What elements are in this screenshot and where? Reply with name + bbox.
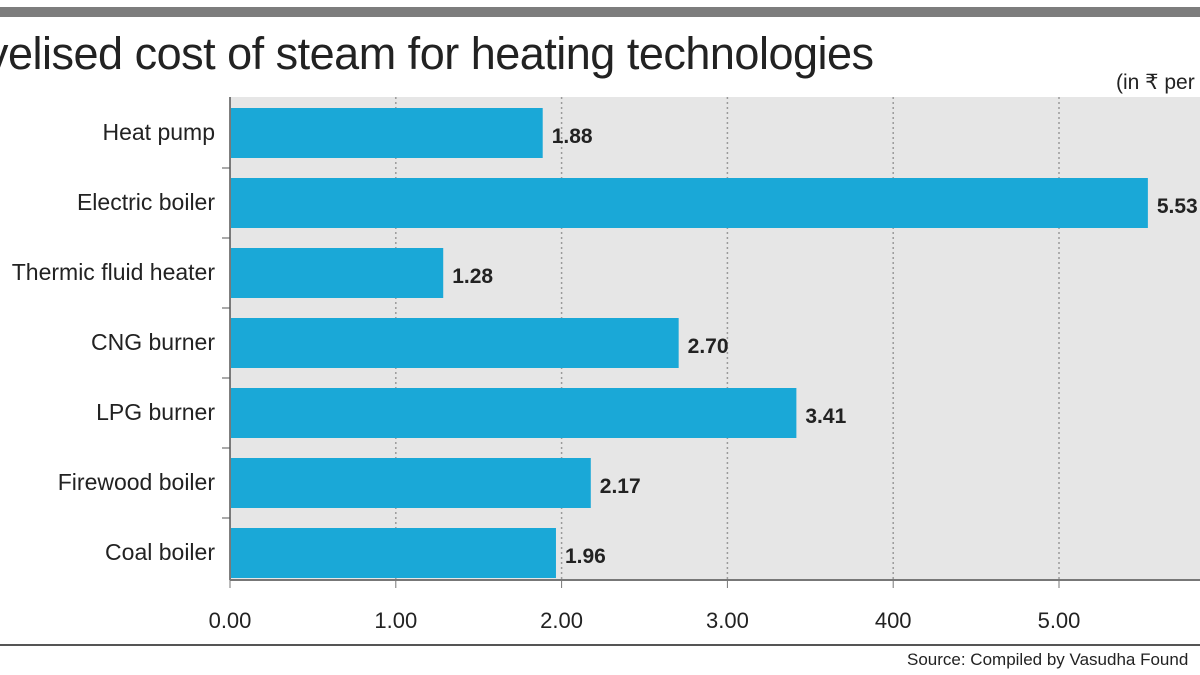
category-label: Thermic fluid heater <box>12 259 216 285</box>
bar <box>231 458 591 508</box>
bar <box>231 388 797 438</box>
bar <box>231 108 543 158</box>
bar <box>231 178 1148 228</box>
category-label: LPG burner <box>96 399 215 425</box>
data-label: 2.70 <box>688 335 729 358</box>
data-label: 1.28 <box>452 265 493 288</box>
bar <box>231 528 556 578</box>
x-tick-label: 1.00 <box>374 608 417 633</box>
data-label: 1.96 <box>565 545 606 568</box>
source-note: Source: Compiled by Vasudha Found <box>907 650 1189 669</box>
data-label: 3.41 <box>805 405 846 428</box>
x-tick-label: 2.00 <box>540 608 583 633</box>
top-rule <box>0 7 1200 17</box>
category-label: Heat pump <box>102 119 215 145</box>
x-tick-label: 5.00 <box>1038 608 1081 633</box>
category-label: Coal boiler <box>105 539 215 565</box>
unit-label: (in ₹ per <box>1116 71 1195 94</box>
bar <box>231 318 679 368</box>
category-label: Firewood boiler <box>58 469 216 495</box>
x-tick-label: 0.00 <box>209 608 252 633</box>
data-label: 1.88 <box>552 125 593 148</box>
category-label: CNG burner <box>91 329 215 355</box>
bar <box>231 248 444 298</box>
data-label: 2.17 <box>600 475 641 498</box>
x-tick-label: 400 <box>875 608 912 633</box>
data-label: 5.53 <box>1157 195 1198 218</box>
chart-title: velised cost of steam for heating techno… <box>0 28 874 79</box>
x-tick-label: 3.00 <box>706 608 749 633</box>
category-label: Electric boiler <box>77 189 215 215</box>
